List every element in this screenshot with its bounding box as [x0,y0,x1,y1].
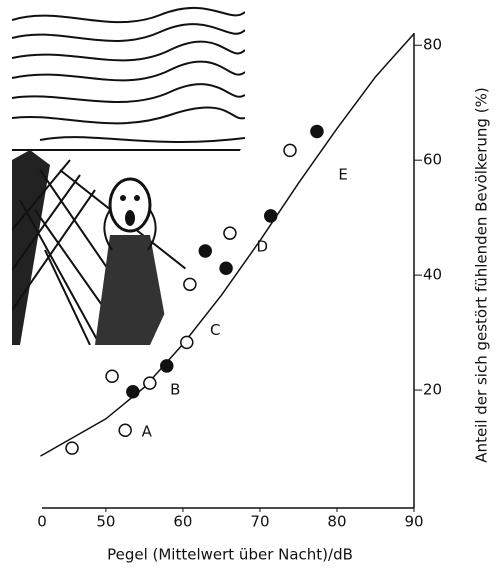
data-point [224,227,236,239]
annotation: A [142,423,153,441]
annotation: B [170,381,180,399]
data-point [265,210,277,222]
data-point [184,278,196,290]
illustration [12,5,245,345]
annotation: D [256,237,268,255]
data-point [144,377,156,389]
data-point [119,424,131,436]
x-tick-label: 90 [404,513,423,531]
x-tick-label: 70 [250,513,269,531]
data-point [284,144,296,156]
data-point [181,336,193,348]
data-point [220,262,232,274]
annotation: E [338,166,347,184]
y-tick-label: 40 [423,266,442,284]
data-point [161,360,173,372]
y-tick-label: 80 [423,36,442,54]
x-tick-label: 50 [96,513,115,531]
x-tick-label: 80 [327,513,346,531]
x-axis-label: Pegel (Mittelwert über Nacht)/dB [107,546,353,564]
chart: 0 50 60 70 80 90 20 40 60 80 Pegel (Mittelwert übe… [0,0,499,573]
x-break-label: 0 [37,513,47,531]
y-tick-label: 60 [423,151,442,169]
data-point [106,370,118,382]
annotation: C [210,321,220,339]
x-tick-label: 60 [173,513,192,531]
y-tick-label: 20 [423,381,442,399]
data-point [199,245,211,257]
data-point [66,442,78,454]
y-axis-label: Anteil der sich gestört fühlenden Bevölk… [473,87,491,462]
data-point [311,125,323,137]
data-point [127,386,139,398]
